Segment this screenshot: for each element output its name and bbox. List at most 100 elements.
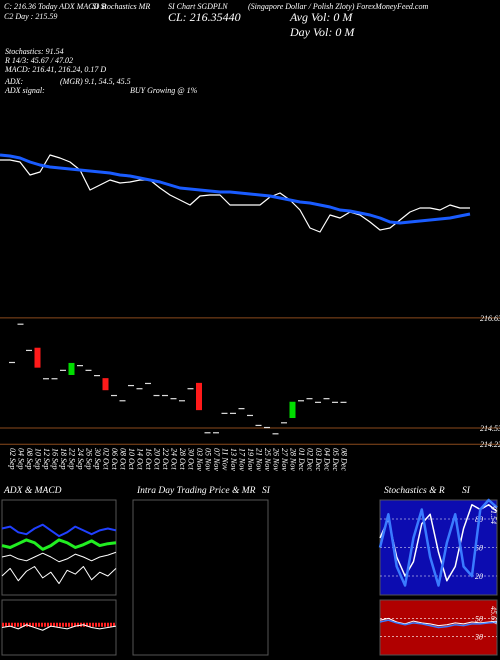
candle [162,394,168,397]
panel-title: Stochastics & R [384,486,445,496]
candle [332,401,338,403]
candle [213,432,219,434]
candle [306,398,313,400]
x-tick-label: 24 Sep [76,448,85,470]
candle [26,349,32,352]
panel-background [1,499,117,596]
x-tick-label: 13 Nov [229,448,238,471]
adx-label: ADX: [4,77,24,86]
x-tick-label: 10 Oct [127,448,136,470]
candle [238,408,245,410]
header-text: SI Stochastics MR [92,2,150,11]
candle [111,394,117,397]
candle [340,401,347,403]
x-tick-label: 07 Nov [212,448,221,471]
y-tick-label: 50 [475,544,483,553]
candle [264,426,270,429]
x-tick-label: 30 Oct [187,447,196,470]
candle [85,369,92,371]
x-tick-label: 02 Dec [306,448,315,471]
candle [51,378,58,380]
panel-title: Intra Day Trading Price & MR [136,486,256,496]
x-tick-label: 04 Dec [323,448,332,471]
y-tick-label: 214.22 [480,440,500,449]
x-tick-label: 27 Nov [280,448,289,471]
x-tick-label: 08 Oct [119,448,128,470]
x-tick-label: 21 Nov [255,448,264,471]
series-line [1,624,117,631]
x-tick-label: 14 Oct [136,448,145,470]
candle [298,400,304,402]
x-tick-label: 08 Sep [25,448,34,470]
adx-values: (MGR) 9.1, 54.5, 45.5 [60,77,131,86]
y-tick-label: 214.53 [480,424,500,433]
header-text: C2 Day : 215.59 [4,12,57,21]
macd-text: MACD: 216.41, 216.24, 0.17 D [4,65,106,74]
candle [281,422,287,424]
x-tick-label: 22 Sep [68,448,77,470]
x-tick-label: 06 Oct [110,448,119,470]
candle [272,433,279,435]
candle [187,388,194,390]
series-line [1,538,117,551]
header-text: (Singapore Dollar / Polish Zloty) ForexM… [248,2,428,11]
candle [119,400,126,402]
x-tick-label: 04 Sep [17,448,26,470]
x-tick-label: 12 Sep [42,448,51,470]
y-tick-label: 20 [475,572,483,581]
candle [204,432,211,434]
x-tick-label: 02 Sep [8,448,17,470]
candle [128,384,134,387]
candle [17,323,24,325]
panel-title: ADX & MACD [3,486,62,496]
candle [60,369,66,371]
x-tick-label: 26 Sep [85,448,94,470]
x-tick-label: 01 Dec [297,448,306,471]
x-tick-label: 17 Nov [238,448,247,471]
candle [9,361,15,364]
x-tick-label: 22 Oct [161,448,170,470]
x-tick-label: 18 Sep [59,448,68,470]
candle [247,414,253,417]
adx-signal-label: ADX signal: [4,86,45,95]
x-tick-label: 03 Nov [195,448,204,471]
x-tick-label: 08 Dec [340,448,349,471]
series-line [379,504,498,582]
x-tick-label: 10 Sep [34,448,43,470]
panel-title: SI [262,486,271,496]
candle [34,347,41,368]
candle [289,401,296,419]
x-tick-label: 25 Nov [263,448,272,471]
candle [323,398,330,400]
close-price: CL: 216.35440 [168,10,241,24]
header-text: SI Chart SGDPLN [168,2,228,11]
candle [170,398,177,400]
day-vol: Day Vol: 0 M [289,25,355,39]
candle [315,401,321,403]
x-tick-label: 03 Dec [314,448,323,471]
series-line [379,617,498,627]
candle [68,362,75,375]
intraday-panel [132,499,269,656]
x-tick-label: 30 Sep [93,447,102,470]
stochastics-text: Stochastics: 91.54 [5,47,64,56]
adx-signal: BUY Growing @ 1% [130,86,198,95]
header-text: C: 216.36 Today ADX MACD B [4,2,106,11]
candle [136,388,143,390]
avg-vol: Avg Vol: 0 M [289,10,353,24]
x-tick-label: 05 Nov [204,448,213,471]
x-tick-label: 16 Oct [144,448,153,470]
candle [255,424,262,427]
x-tick-label: 26 Nov [272,448,281,471]
rsi-text: R 14/3: 45.67 / 47.02 [4,56,73,65]
x-tick-label: 16 Sep [51,448,60,470]
value-annotation: 45.67 [489,606,498,625]
series-line [1,523,117,538]
candle [102,378,109,391]
y-tick-label: 216.63 [480,314,500,323]
x-tick-label: 24 Oct [170,448,179,470]
candle [43,378,49,380]
series-line [379,619,498,629]
x-tick-label: 28 Nov [289,448,298,471]
